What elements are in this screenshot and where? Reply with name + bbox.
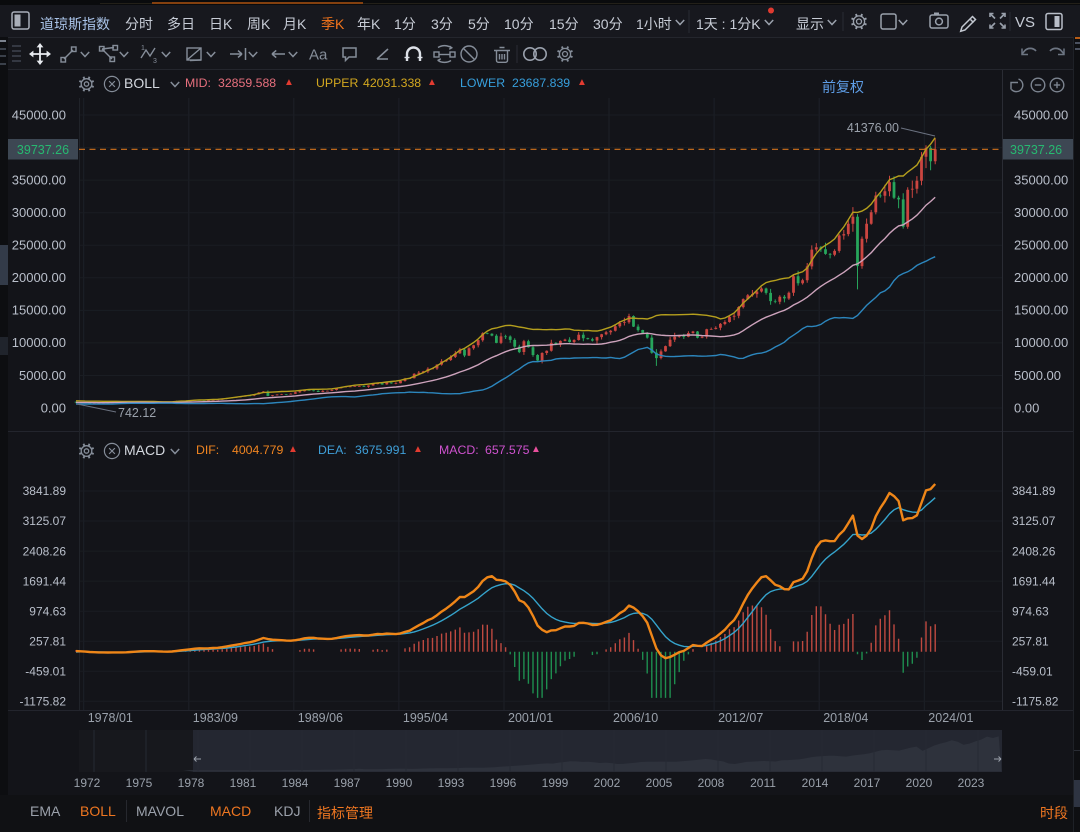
- svg-text:2006/10: 2006/10: [613, 711, 658, 725]
- svg-text:20000.00: 20000.00: [1014, 270, 1068, 285]
- svg-text:-459.01: -459.01: [25, 664, 66, 678]
- svg-text:45000.00: 45000.00: [1014, 107, 1068, 122]
- svg-text:1987: 1987: [334, 776, 361, 790]
- svg-text:2011: 2011: [750, 776, 776, 790]
- svg-text:257.81: 257.81: [29, 634, 66, 648]
- svg-text:1975: 1975: [126, 776, 153, 790]
- svg-text:30000.00: 30000.00: [12, 205, 66, 220]
- svg-text:3: 3: [153, 58, 157, 65]
- svg-text:10000.00: 10000.00: [1014, 335, 1068, 350]
- svg-text:1972: 1972: [74, 776, 101, 790]
- svg-text:0.00: 0.00: [41, 400, 66, 415]
- svg-text:2014: 2014: [802, 776, 829, 790]
- svg-text:2012/07: 2012/07: [718, 711, 763, 725]
- svg-text:35000.00: 35000.00: [1014, 172, 1068, 187]
- svg-text:2020: 2020: [906, 776, 933, 790]
- svg-text:15000.00: 15000.00: [12, 303, 66, 318]
- svg-text:15000.00: 15000.00: [1014, 303, 1068, 318]
- svg-text:1989/06: 1989/06: [298, 711, 343, 725]
- svg-text:1983/09: 1983/09: [193, 711, 238, 725]
- svg-text:742.12: 742.12: [118, 406, 156, 420]
- svg-text:1990: 1990: [386, 776, 413, 790]
- svg-text:25000.00: 25000.00: [1014, 238, 1068, 253]
- svg-text:35000.00: 35000.00: [12, 172, 66, 187]
- svg-text:39737.26: 39737.26: [1010, 143, 1062, 157]
- svg-text:1993: 1993: [438, 776, 465, 790]
- svg-text:2408.26: 2408.26: [1012, 544, 1056, 558]
- svg-text:5000.00: 5000.00: [19, 368, 66, 383]
- svg-text:2002: 2002: [594, 776, 621, 790]
- svg-text:3841.89: 3841.89: [23, 484, 67, 498]
- svg-text:2001/01: 2001/01: [508, 711, 553, 725]
- svg-text:1981: 1981: [230, 776, 257, 790]
- svg-text:1999: 1999: [542, 776, 569, 790]
- svg-text:2017: 2017: [854, 776, 881, 790]
- svg-text:257.81: 257.81: [1012, 634, 1049, 648]
- svg-text:3125.07: 3125.07: [1012, 514, 1056, 528]
- svg-text:1: 1: [141, 45, 145, 52]
- svg-text:45000.00: 45000.00: [12, 107, 66, 122]
- svg-text:2005: 2005: [646, 776, 673, 790]
- svg-text:39737.26: 39737.26: [17, 143, 69, 157]
- svg-text:2018/04: 2018/04: [823, 711, 868, 725]
- svg-text:-1175.82: -1175.82: [1012, 695, 1059, 709]
- svg-text:1978/01: 1978/01: [88, 711, 133, 725]
- svg-text:1996: 1996: [490, 776, 517, 790]
- svg-text:0.00: 0.00: [1014, 400, 1039, 415]
- svg-text:3125.07: 3125.07: [23, 514, 67, 528]
- svg-text:30000.00: 30000.00: [1014, 205, 1068, 220]
- svg-text:41376.00: 41376.00: [847, 121, 899, 135]
- svg-text:2008: 2008: [698, 776, 725, 790]
- svg-text:3841.89: 3841.89: [1012, 484, 1056, 498]
- svg-text:-459.01: -459.01: [1012, 664, 1053, 678]
- svg-text:974.63: 974.63: [1012, 604, 1049, 618]
- svg-text:1691.44: 1691.44: [23, 574, 67, 588]
- svg-text:1984: 1984: [282, 776, 309, 790]
- svg-text:2024/01: 2024/01: [928, 711, 973, 725]
- svg-text:1691.44: 1691.44: [1012, 574, 1056, 588]
- svg-text:10000.00: 10000.00: [12, 335, 66, 350]
- svg-text:2408.26: 2408.26: [23, 544, 67, 558]
- svg-text:25000.00: 25000.00: [12, 238, 66, 253]
- svg-text:1995/04: 1995/04: [403, 711, 448, 725]
- svg-text:5000.00: 5000.00: [1014, 368, 1061, 383]
- svg-text:2023: 2023: [958, 776, 985, 790]
- svg-text:-1175.82: -1175.82: [20, 695, 67, 709]
- svg-text:974.63: 974.63: [29, 604, 66, 618]
- svg-text:1978: 1978: [178, 776, 205, 790]
- svg-text:Aa: Aa: [309, 47, 328, 64]
- svg-text:20000.00: 20000.00: [12, 270, 66, 285]
